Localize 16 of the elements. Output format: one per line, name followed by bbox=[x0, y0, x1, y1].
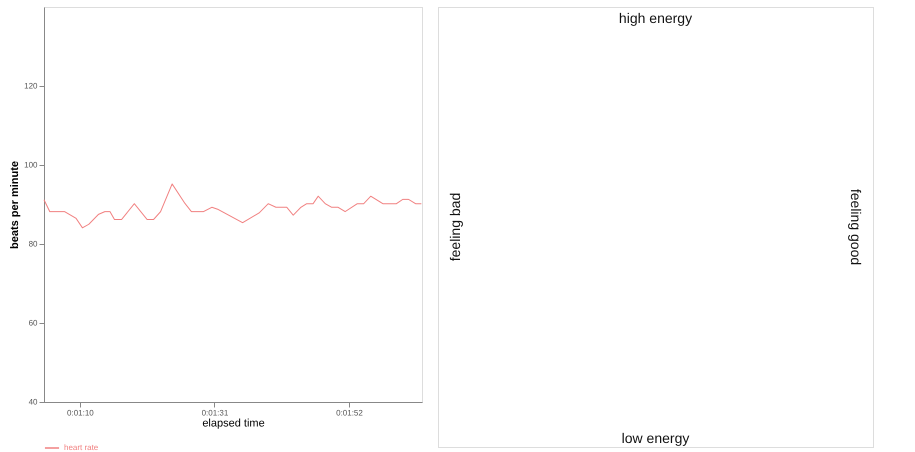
y-tick-label: 60 bbox=[28, 318, 38, 328]
text: high energy bbox=[618, 10, 692, 26]
legend-label: heart rate bbox=[64, 443, 99, 452]
x-tick-label: 0:01:10 bbox=[67, 408, 94, 418]
text: low energy bbox=[622, 430, 690, 446]
y-axis-title: beats per minute bbox=[9, 160, 22, 250]
x-tick-label: 0:01:31 bbox=[202, 408, 229, 418]
y-tick-label: 80 bbox=[28, 240, 38, 248]
text: feeling good bbox=[848, 188, 864, 266]
y-tick-label: 120 bbox=[24, 82, 38, 90]
text: feeling bad bbox=[447, 192, 463, 262]
x-tick-label: 0:01:52 bbox=[336, 408, 364, 418]
line-series bbox=[44, 183, 422, 228]
x-axis-title: elapsed time bbox=[202, 418, 265, 430]
y-tick-label: 40 bbox=[28, 398, 38, 406]
y-tick-label: 100 bbox=[24, 160, 38, 170]
